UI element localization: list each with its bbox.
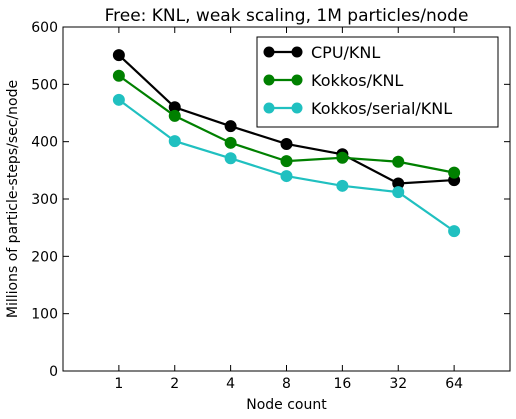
legend-label: CPU/KNL: [311, 43, 380, 62]
data-point: [113, 50, 124, 61]
data-point: [225, 153, 236, 164]
y-tick-label: 0: [49, 364, 58, 380]
legend-marker: [292, 75, 303, 86]
data-point: [337, 152, 348, 163]
x-tick-label: 64: [445, 376, 463, 392]
data-point: [225, 121, 236, 132]
x-tick-label: 16: [333, 376, 351, 392]
data-point: [113, 94, 124, 105]
legend-marker: [292, 103, 303, 114]
legend-marker: [264, 47, 275, 58]
legend-marker: [292, 47, 303, 58]
y-axis-label: Millions of particle-steps/sec/node: [5, 80, 21, 318]
x-tick-label: 8: [282, 376, 291, 392]
legend: CPU/KNL Kokkos/KNL Kokkos/serial/KNL: [257, 37, 498, 127]
x-tick-label: 4: [226, 376, 235, 392]
data-point: [393, 187, 404, 198]
data-point: [281, 156, 292, 167]
data-point: [449, 226, 460, 237]
data-point: [281, 138, 292, 149]
y-tick-label: 100: [31, 307, 58, 323]
legend-marker: [264, 75, 275, 86]
data-point: [169, 110, 180, 121]
y-tick-label: 300: [31, 192, 58, 208]
data-point: [337, 180, 348, 191]
legend-label: Kokkos/KNL: [311, 71, 403, 90]
y-tick-label: 200: [31, 249, 58, 265]
y-tick-label: 500: [31, 77, 58, 93]
data-point: [281, 171, 292, 182]
legend-marker: [264, 103, 275, 114]
x-axis-label: Node count: [246, 397, 327, 413]
data-point: [225, 137, 236, 148]
chart-title: Free: KNL, weak scaling, 1M particles/no…: [105, 6, 469, 26]
data-point: [449, 167, 460, 178]
data-point: [113, 70, 124, 81]
y-tick-label: 600: [31, 20, 58, 36]
data-point: [393, 156, 404, 167]
x-tick-label: 1: [114, 376, 123, 392]
x-tick-label: 2: [170, 376, 179, 392]
legend-label: Kokkos/serial/KNL: [311, 99, 452, 118]
y-tick-label: 400: [31, 135, 58, 151]
data-point: [169, 136, 180, 147]
x-tick-label: 32: [389, 376, 407, 392]
